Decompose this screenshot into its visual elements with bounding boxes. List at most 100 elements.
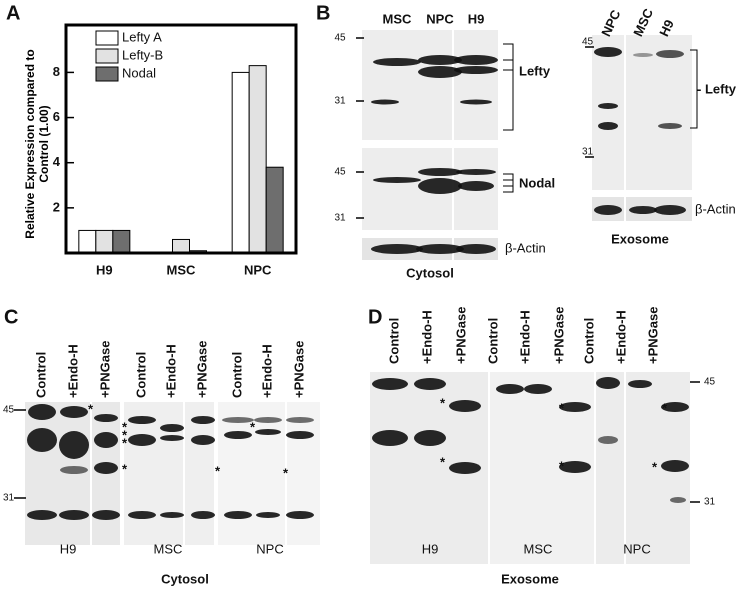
blot-band <box>594 47 622 57</box>
lane-gap <box>452 30 454 260</box>
blot-band <box>255 429 281 435</box>
blot-membrane <box>592 35 692 190</box>
label: 31 <box>334 213 346 224</box>
blot-band <box>28 404 56 420</box>
label: Control <box>229 352 244 398</box>
bar <box>172 238 190 254</box>
label: +PNGase <box>194 341 209 398</box>
blot-band <box>654 205 686 215</box>
label: +PNGase <box>453 307 468 364</box>
label: * <box>250 419 256 434</box>
label: * <box>122 435 128 450</box>
label: * <box>652 459 658 474</box>
lane-gap <box>285 402 287 545</box>
bracket <box>503 173 514 193</box>
label: MSC <box>630 6 656 39</box>
blot-band <box>658 123 682 129</box>
blot-band <box>559 402 591 412</box>
label: +Endo-H <box>259 344 274 398</box>
label: * <box>440 395 446 410</box>
label: * <box>122 461 128 476</box>
label: Cytosol <box>161 571 209 586</box>
blot-band <box>629 206 657 214</box>
blot-band <box>372 378 408 390</box>
blot-band <box>94 462 118 474</box>
bar <box>112 229 131 254</box>
blot-band <box>191 416 215 424</box>
legend-swatch <box>95 48 119 64</box>
blot-band <box>59 431 89 459</box>
label: Cytosol <box>406 265 454 280</box>
label: 31 <box>3 493 15 504</box>
label: Control <box>581 318 596 364</box>
label: H9 <box>468 11 485 26</box>
panel-label: A <box>6 2 20 24</box>
blot-band <box>414 378 446 390</box>
label: Exosome <box>611 231 669 246</box>
label: β-Actin <box>505 240 546 255</box>
lane-gap <box>90 402 92 545</box>
blot-band <box>373 58 421 66</box>
blot-band <box>496 384 524 394</box>
blot-band <box>60 466 88 474</box>
legend-label: Lefty A <box>122 29 162 44</box>
blot-band <box>371 244 423 254</box>
label: +PNGase <box>645 307 660 364</box>
blot-band <box>661 402 689 412</box>
blot-band <box>286 417 314 423</box>
label: H9 <box>422 541 439 556</box>
blot-band <box>418 178 462 194</box>
label: * <box>88 401 94 416</box>
label: * <box>122 419 128 434</box>
blot-band <box>456 244 496 254</box>
blot-band <box>454 66 498 74</box>
label: β-Actin <box>695 201 736 216</box>
blot-band <box>661 460 689 472</box>
label: +Endo-H <box>65 344 80 398</box>
label: * <box>559 400 565 415</box>
label: H9 <box>60 541 77 556</box>
label: Control <box>133 352 148 398</box>
blot-band <box>418 55 462 65</box>
blot-band <box>594 205 622 215</box>
blot-band <box>94 414 118 422</box>
blot-band <box>191 511 215 519</box>
blot-band <box>128 511 156 519</box>
bracket <box>690 49 698 129</box>
blot-band <box>460 99 492 105</box>
label: 45 <box>334 167 346 178</box>
label: 45 <box>704 377 716 388</box>
label: MSC <box>524 541 553 556</box>
blot-band <box>160 435 184 441</box>
blot-band <box>286 511 314 519</box>
label: NPC <box>598 7 623 39</box>
label: 45 <box>3 405 15 416</box>
bar <box>231 71 250 254</box>
y-tick-label: 8 <box>53 64 60 79</box>
label: +PNGase <box>551 307 566 364</box>
label: Control <box>485 318 500 364</box>
panel-label: D <box>368 306 382 328</box>
blot-band <box>418 168 462 176</box>
blot-band <box>449 400 481 412</box>
label: +Endo-H <box>419 310 434 364</box>
blot-band <box>92 510 120 520</box>
label: Control <box>386 318 401 364</box>
label: MSC <box>383 11 413 26</box>
blot-band <box>27 428 57 452</box>
legend-swatch <box>95 30 119 46</box>
lane-gap <box>624 35 626 221</box>
bar <box>248 65 267 254</box>
blot-band <box>418 66 462 78</box>
blot-band <box>160 424 184 432</box>
bar <box>265 166 284 254</box>
x-tick-label: NPC <box>244 262 272 277</box>
blot-band <box>633 53 653 57</box>
blot-band <box>458 181 494 191</box>
plot-frame <box>64 23 298 255</box>
blot-band <box>128 434 156 446</box>
blot-membrane <box>218 402 320 545</box>
y-tick-label: 6 <box>53 109 60 124</box>
